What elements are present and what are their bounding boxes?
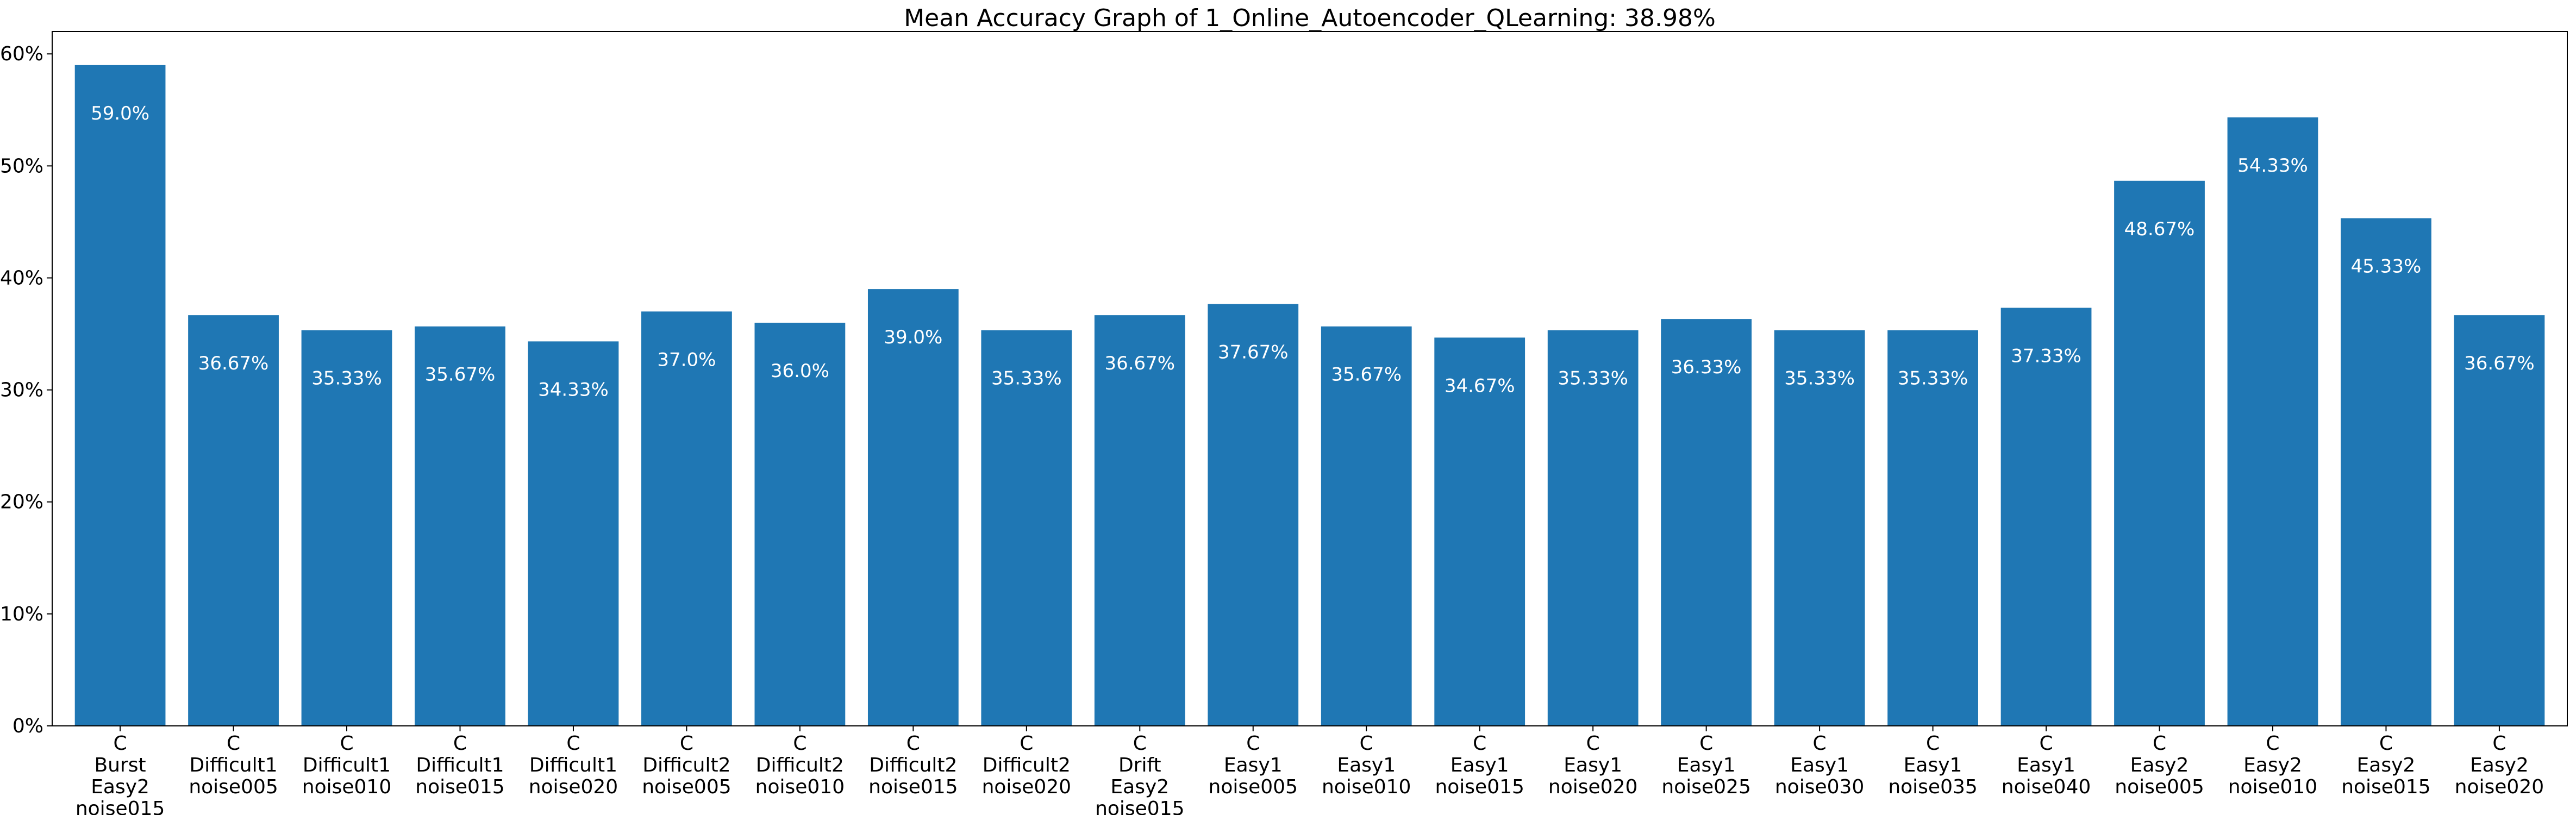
x-tick-label: C Easy1 noise025 bbox=[1661, 732, 1750, 798]
x-tick-label: C Difficult1 noise005 bbox=[189, 732, 278, 798]
x-tick-label: C Easy1 noise035 bbox=[1888, 732, 1977, 798]
y-tick-label: 0% bbox=[12, 715, 43, 737]
bar-value-label: 48.67% bbox=[2124, 218, 2195, 240]
bar-value-label: 36.67% bbox=[198, 353, 269, 374]
x-tick-label: C Difficult2 noise015 bbox=[868, 732, 958, 798]
bar-value-label: 35.33% bbox=[311, 368, 382, 390]
bar-value-label: 35.33% bbox=[991, 368, 1062, 390]
bar-value-label: 34.67% bbox=[1445, 375, 1515, 397]
chart-title: Mean Accuracy Graph of 1_Online_Autoenco… bbox=[904, 4, 1716, 32]
bar bbox=[1887, 330, 1978, 726]
plot-frame bbox=[52, 31, 2568, 726]
bar bbox=[754, 322, 846, 726]
bar-value-label: 36.67% bbox=[1104, 353, 1175, 374]
bar-value-label: 36.67% bbox=[2464, 353, 2535, 374]
x-tick-label: C Easy2 noise020 bbox=[2455, 732, 2544, 798]
bar bbox=[2227, 117, 2318, 726]
x-tick-label: C Difficult2 noise010 bbox=[755, 732, 845, 798]
x-tick-label: C Easy1 noise030 bbox=[1775, 732, 1864, 798]
x-tick-label: C Easy1 noise010 bbox=[1322, 732, 1411, 798]
x-tick-label: C Difficult1 noise015 bbox=[415, 732, 504, 798]
bars bbox=[74, 65, 2545, 726]
bar bbox=[74, 65, 166, 726]
x-tick-label: C Difficult1 noise020 bbox=[529, 732, 618, 798]
x-tick-label: C Easy1 noise005 bbox=[1209, 732, 1298, 798]
y-tick-label: 40% bbox=[0, 267, 43, 289]
y-tick-label: 10% bbox=[0, 603, 43, 625]
bar bbox=[867, 289, 959, 726]
bar bbox=[1774, 330, 1865, 726]
bar bbox=[1661, 319, 1752, 726]
bar-value-label: 34.33% bbox=[538, 379, 609, 400]
bar bbox=[528, 341, 619, 726]
bar bbox=[2114, 180, 2205, 726]
bar-value-label: 45.33% bbox=[2351, 256, 2422, 278]
bar bbox=[1208, 304, 1299, 726]
bar-value-label: 35.67% bbox=[1331, 364, 1402, 386]
bar bbox=[188, 315, 279, 726]
bar bbox=[2341, 218, 2431, 726]
bar-value-label: 37.33% bbox=[2011, 346, 2081, 367]
bar-value-label: 59.0% bbox=[91, 103, 149, 124]
bar bbox=[2454, 315, 2545, 726]
y-tick-label: 30% bbox=[0, 379, 43, 402]
bar bbox=[301, 330, 392, 726]
x-tick-label: C Easy2 noise005 bbox=[2115, 732, 2204, 798]
bar bbox=[1547, 330, 1639, 726]
x-tick-label: C Difficult1 noise010 bbox=[302, 732, 391, 798]
x-tick-label: C Easy1 noise040 bbox=[2002, 732, 2091, 798]
bar bbox=[415, 326, 505, 726]
bar bbox=[641, 311, 732, 726]
bar bbox=[1321, 326, 1412, 726]
x-tick-label: C Easy1 noise020 bbox=[1548, 732, 1637, 798]
bar-value-label: 36.0% bbox=[771, 360, 829, 382]
x-tick-label: C Easy1 noise015 bbox=[1435, 732, 1524, 798]
bar-value-label: 36.33% bbox=[1671, 356, 1742, 378]
y-tick-label: 50% bbox=[0, 155, 43, 177]
bar-value-label: 35.33% bbox=[1898, 368, 1968, 390]
bar-value-label: 35.33% bbox=[1558, 368, 1628, 390]
x-tick-label: C Difficult2 noise005 bbox=[642, 732, 731, 798]
x-tick-label: C Easy2 noise015 bbox=[2341, 732, 2430, 798]
bar bbox=[1434, 337, 1525, 726]
y-axis: 0% 10% 20% 30% 40% 50% 60% bbox=[0, 43, 52, 737]
bar-value-label: 37.0% bbox=[657, 349, 716, 371]
x-axis: C Burst Easy2 noise015 C Difficult1 noise005 C D… bbox=[76, 726, 2544, 815]
x-tick-label: C Difficult2 noise020 bbox=[982, 732, 1071, 798]
bar-value-label: 39.0% bbox=[884, 327, 942, 348]
y-tick-label: 20% bbox=[0, 491, 43, 513]
bar-value-label: 35.33% bbox=[1784, 368, 1855, 390]
bar bbox=[981, 330, 1072, 726]
bar-value-label: 54.33% bbox=[2237, 155, 2308, 177]
bar bbox=[1094, 315, 1185, 726]
x-tick-label: C Easy2 noise010 bbox=[2228, 732, 2317, 798]
x-tick-label: C Drift Easy2 noise015 bbox=[1095, 732, 1184, 815]
bar bbox=[2000, 308, 2092, 726]
bar-value-label: 37.67% bbox=[1218, 342, 1289, 363]
y-tick-label: 60% bbox=[0, 43, 43, 65]
bar-value-labels: 59.0% 36.67% 35.33% 35.67% 34.33% 37.0% 36.0% 3… bbox=[91, 103, 2535, 401]
x-tick-label: C Burst Easy2 noise015 bbox=[76, 732, 165, 815]
bar-value-label: 35.67% bbox=[425, 364, 496, 386]
